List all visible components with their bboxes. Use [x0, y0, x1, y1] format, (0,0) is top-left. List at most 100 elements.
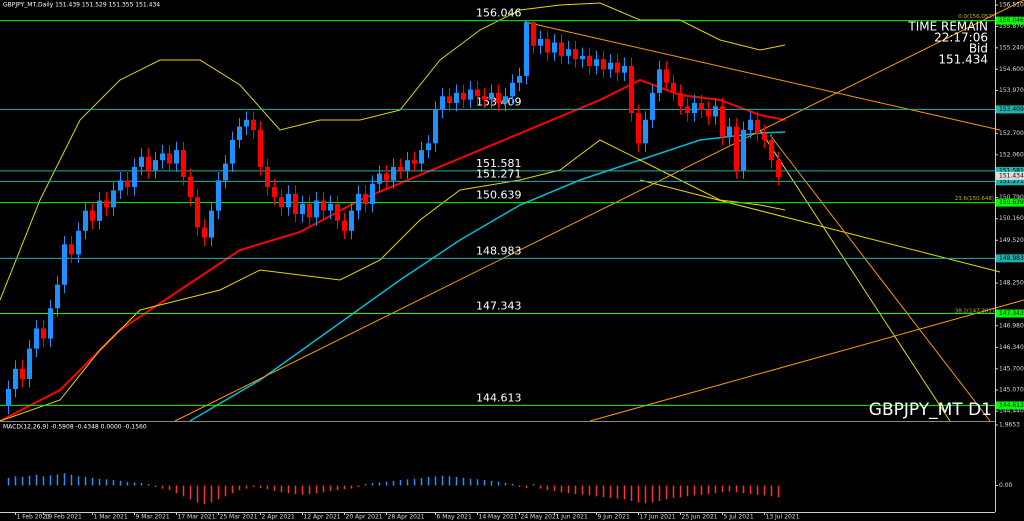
drawings [0, 0, 1024, 422]
bid-label: Bid [969, 42, 988, 56]
candle-body [349, 210, 354, 231]
histogram-bar [126, 481, 129, 486]
candle-body [356, 193, 361, 211]
candle-body [195, 197, 200, 228]
histogram-bar [28, 475, 31, 486]
histogram-bar [308, 485, 311, 495]
histogram-bar [238, 485, 241, 491]
candle-body [391, 166, 396, 181]
histogram-bar [651, 485, 654, 503]
level-label: 156.046 [476, 7, 522, 20]
candle-body [286, 193, 291, 208]
histogram-bar [546, 485, 549, 491]
fib-label: 0.0(156.057) [958, 14, 994, 20]
fib-label: 38.2(147.301) [955, 308, 994, 314]
histogram-bar [518, 485, 521, 488]
histogram-bar [679, 485, 682, 498]
candle-body [202, 227, 207, 238]
histogram-bar [63, 473, 66, 486]
level-label: 151.271 [476, 167, 522, 180]
level-price-label: 151.271 [999, 178, 1024, 185]
candle-body [769, 139, 774, 161]
histogram-bar [21, 476, 24, 486]
histogram-bar [336, 485, 339, 491]
histogram-bar [448, 476, 451, 486]
x-tick-label: 13 Jul 2021 [766, 514, 800, 521]
trendline [769, 134, 991, 422]
histogram-bar [49, 475, 52, 486]
y-tick-label: 1.9653 [999, 421, 1020, 428]
histogram-bar [364, 483, 367, 486]
histogram-bar [756, 485, 759, 495]
histogram-bar [595, 485, 598, 497]
histogram-bar [280, 485, 283, 493]
y-tick-label: 145.070 [999, 387, 1024, 394]
candle-body [762, 133, 767, 140]
candle-body [594, 59, 599, 66]
candle-body [552, 42, 557, 53]
level-label: 144.613 [476, 391, 522, 404]
candle-body [433, 109, 438, 144]
histogram-bar [504, 483, 507, 486]
histogram-bar [245, 485, 248, 489]
histogram-bar [196, 485, 199, 503]
histogram-bar [35, 474, 38, 486]
candle-body [692, 102, 697, 114]
candle-body [447, 96, 452, 103]
histogram-bar [609, 485, 612, 498]
candle-body [601, 59, 606, 70]
histogram-bar [91, 477, 94, 486]
candle-body [279, 197, 284, 208]
candle-body [482, 96, 487, 100]
histogram-bar [742, 485, 745, 494]
histogram-bar [630, 485, 633, 501]
level-price-box [996, 401, 1024, 410]
candle-body [503, 96, 508, 103]
candle-body [678, 92, 683, 107]
histogram-bar [672, 485, 675, 498]
histogram-bar [637, 485, 640, 503]
histogram-bar [770, 485, 773, 497]
level-price-label: 148.983 [999, 255, 1024, 262]
candle-body [265, 166, 270, 188]
histogram-bar [168, 485, 171, 491]
histogram-bar [343, 485, 346, 490]
level-price-label: 156.046 [999, 17, 1024, 24]
candle-body [671, 82, 676, 93]
histogram-bar [427, 476, 430, 486]
y-tick-label: 146.340 [999, 344, 1024, 351]
candle-body [223, 163, 228, 181]
candle-body [258, 129, 263, 167]
histogram-bar [182, 485, 185, 497]
candle-body [755, 119, 760, 134]
histogram-bar [476, 479, 479, 486]
x-tick-label: 17 Jun 2021 [640, 514, 676, 521]
histogram-bar [623, 485, 626, 500]
y-tick-label: 145.700 [999, 365, 1024, 372]
candle-body [146, 156, 151, 171]
candle-body [174, 150, 179, 164]
candle-body [90, 210, 95, 221]
histogram-bar [301, 485, 304, 495]
candle-body [643, 119, 648, 144]
x-tick-label: 25 Mar 2021 [220, 514, 258, 521]
level-price-box [996, 254, 1024, 263]
histogram-bar [420, 477, 423, 486]
candle-body [13, 368, 18, 390]
level-price-label: 147.343 [999, 310, 1024, 317]
candle-body [139, 156, 144, 167]
histogram-bar [14, 476, 17, 486]
histogram-bar [378, 482, 381, 486]
candle-body [524, 22, 529, 77]
histogram-bar [392, 480, 395, 486]
histogram-bar [658, 485, 661, 501]
candle-body [118, 180, 123, 191]
trendline [589, 299, 1024, 422]
histogram-bar [469, 478, 472, 486]
y-tick-label: 144.440 [999, 408, 1024, 415]
candle-body [20, 368, 25, 379]
candle-body [335, 203, 340, 221]
candle-body [111, 190, 116, 208]
histogram-bar [252, 485, 255, 488]
histogram-bar [714, 485, 717, 494]
